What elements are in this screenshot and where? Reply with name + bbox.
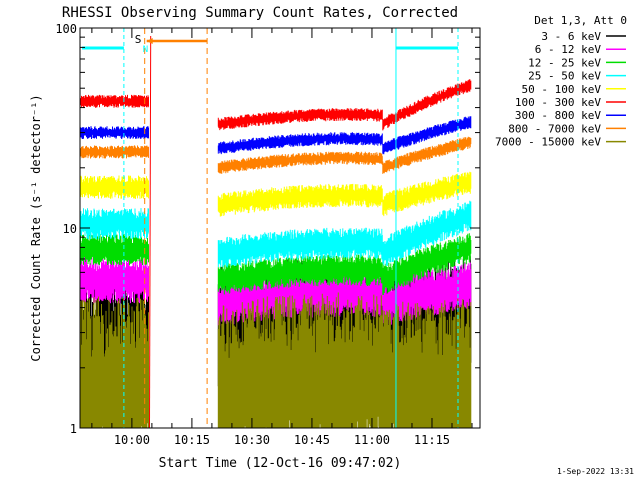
- series-trace-0: [79, 175, 149, 199]
- legend-label: 800 - 7000 keV: [508, 122, 601, 135]
- legend-label: 12 - 25 keV: [528, 56, 601, 69]
- series-trace-1: [217, 200, 472, 268]
- x-tick-label: 10:30: [234, 433, 270, 447]
- x-axis-label: Start Time (12-Oct-16 09:47:02): [159, 456, 402, 471]
- legend-label: 7000 - 15000 keV: [495, 136, 601, 149]
- series-trace-1: [217, 233, 472, 295]
- legend-title: Det 1,3, Att 0: [534, 14, 627, 27]
- saa-label: S: [135, 33, 142, 46]
- x-tick-label: 11:15: [414, 433, 450, 447]
- y-tick-label: 1: [70, 422, 77, 436]
- spike-line: [148, 35, 152, 429]
- legend-label: 6 - 12 keV: [535, 43, 602, 56]
- legend-label: 25 - 50 keV: [528, 70, 601, 83]
- series-trace-0: [79, 126, 149, 139]
- saa-arrow: [146, 38, 153, 44]
- x-tick-label: 10:45: [294, 433, 330, 447]
- y-tick-label: 100: [55, 22, 77, 36]
- series-trace-1: [217, 116, 472, 155]
- x-tick-label: 10:00: [114, 433, 150, 447]
- legend-label: 100 - 300 keV: [515, 96, 601, 109]
- series-trace-0: [79, 94, 149, 108]
- night-label: N: [143, 45, 148, 55]
- series-100-300kev: [79, 79, 472, 131]
- series-50-100kev: [79, 171, 472, 217]
- series-7000-15000kev: [79, 292, 472, 428]
- series-12-25kev: [79, 233, 472, 295]
- y-axis-label: Corrected Count Rate (s⁻¹ detector⁻¹): [29, 94, 43, 361]
- timestamp: 1-Sep-2022 13:31: [557, 467, 634, 476]
- series-trace-1: [217, 171, 472, 217]
- series-trace-0: [79, 145, 149, 159]
- y-tick-label: 10: [63, 222, 77, 236]
- x-tick-label: 11:00: [354, 433, 390, 447]
- legend-label: 50 - 100 keV: [522, 83, 602, 96]
- series-300-800kev: [79, 116, 472, 155]
- series-trace-1: [217, 262, 472, 326]
- legend-label: 3 - 6 keV: [541, 30, 601, 43]
- chart-title: RHESSI Observing Summary Count Rates, Co…: [62, 5, 458, 21]
- x-tick-label: 10:15: [174, 433, 210, 447]
- series-trace-1: [217, 136, 472, 174]
- series-trace-1: [217, 79, 472, 131]
- legend-label: 300 - 800 keV: [515, 109, 601, 122]
- series-trace-0: [79, 208, 149, 240]
- series-trace-1: [217, 292, 472, 428]
